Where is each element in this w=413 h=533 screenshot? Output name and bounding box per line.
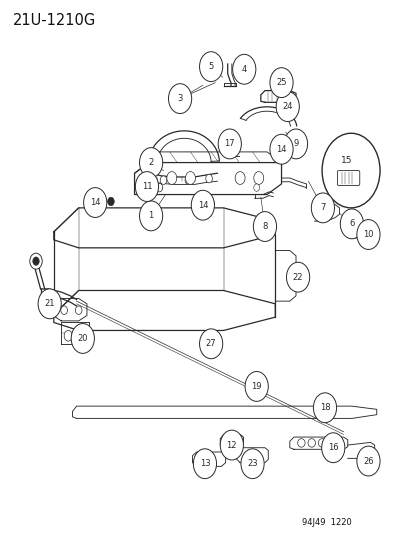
- Circle shape: [38, 289, 61, 319]
- Circle shape: [78, 330, 87, 341]
- Circle shape: [232, 140, 239, 148]
- Circle shape: [207, 199, 214, 208]
- Circle shape: [168, 84, 191, 114]
- Circle shape: [208, 338, 213, 344]
- Circle shape: [75, 306, 82, 314]
- Circle shape: [166, 172, 176, 184]
- Circle shape: [218, 129, 241, 159]
- Circle shape: [321, 133, 379, 208]
- Circle shape: [275, 92, 299, 122]
- Text: 5: 5: [208, 62, 213, 71]
- Text: 7: 7: [320, 204, 325, 212]
- Text: 3: 3: [177, 94, 182, 103]
- Text: 1: 1: [148, 212, 153, 220]
- Circle shape: [205, 174, 212, 183]
- Circle shape: [71, 324, 94, 353]
- Circle shape: [253, 212, 276, 241]
- Text: 27: 27: [205, 340, 216, 348]
- Circle shape: [356, 446, 379, 476]
- Text: 22: 22: [292, 273, 303, 281]
- Text: 25: 25: [275, 78, 286, 87]
- Text: 2: 2: [148, 158, 153, 167]
- Circle shape: [253, 184, 259, 191]
- Circle shape: [64, 330, 72, 341]
- Text: 15: 15: [340, 157, 352, 165]
- Circle shape: [139, 148, 162, 177]
- Circle shape: [339, 209, 363, 239]
- Text: 23: 23: [247, 459, 257, 468]
- Circle shape: [156, 184, 162, 191]
- Circle shape: [321, 402, 326, 408]
- FancyBboxPatch shape: [337, 171, 359, 185]
- Text: 20: 20: [77, 334, 88, 343]
- Circle shape: [286, 262, 309, 292]
- Circle shape: [193, 449, 216, 479]
- Circle shape: [253, 382, 258, 388]
- Circle shape: [253, 172, 263, 184]
- Text: 6: 6: [349, 220, 354, 228]
- Circle shape: [139, 201, 162, 231]
- Circle shape: [61, 306, 67, 314]
- Circle shape: [321, 433, 344, 463]
- Text: 21U-1210G: 21U-1210G: [12, 13, 95, 28]
- Circle shape: [206, 335, 216, 348]
- Circle shape: [250, 378, 260, 391]
- Text: 11: 11: [141, 182, 152, 191]
- Circle shape: [313, 393, 336, 423]
- Text: 16: 16: [327, 443, 338, 452]
- Circle shape: [185, 172, 195, 184]
- Circle shape: [235, 172, 244, 184]
- Text: 26: 26: [362, 457, 373, 465]
- Circle shape: [282, 87, 286, 94]
- Text: 13: 13: [199, 459, 210, 468]
- Circle shape: [160, 176, 166, 184]
- Text: 9: 9: [293, 140, 298, 148]
- Text: 18: 18: [319, 403, 330, 412]
- Circle shape: [356, 220, 379, 249]
- Circle shape: [33, 257, 39, 265]
- Circle shape: [156, 183, 162, 192]
- Text: 12: 12: [226, 441, 237, 449]
- Circle shape: [199, 329, 222, 359]
- Ellipse shape: [318, 439, 325, 447]
- Circle shape: [244, 372, 268, 401]
- Circle shape: [30, 253, 42, 269]
- Text: 4: 4: [241, 65, 246, 74]
- Text: 19: 19: [251, 382, 261, 391]
- Circle shape: [269, 134, 292, 164]
- Text: 21: 21: [44, 300, 55, 308]
- Circle shape: [232, 54, 255, 84]
- Text: 10: 10: [362, 230, 373, 239]
- Circle shape: [199, 52, 222, 82]
- Circle shape: [107, 197, 114, 206]
- Circle shape: [185, 176, 191, 184]
- Ellipse shape: [297, 439, 304, 447]
- Circle shape: [350, 228, 358, 238]
- Circle shape: [83, 188, 107, 217]
- Text: 14: 14: [275, 145, 286, 154]
- Circle shape: [191, 190, 214, 220]
- Circle shape: [318, 399, 328, 411]
- Circle shape: [311, 193, 334, 223]
- Circle shape: [135, 172, 158, 201]
- Text: 94J49  1220: 94J49 1220: [301, 518, 351, 527]
- Text: 14: 14: [90, 198, 100, 207]
- Circle shape: [284, 129, 307, 159]
- Text: 14: 14: [197, 201, 208, 209]
- Text: 8: 8: [262, 222, 267, 231]
- Ellipse shape: [307, 439, 315, 447]
- Circle shape: [240, 449, 263, 479]
- Circle shape: [269, 68, 292, 98]
- Text: 17: 17: [224, 140, 235, 148]
- Circle shape: [220, 430, 243, 460]
- Circle shape: [271, 152, 275, 157]
- Text: 24: 24: [282, 102, 292, 111]
